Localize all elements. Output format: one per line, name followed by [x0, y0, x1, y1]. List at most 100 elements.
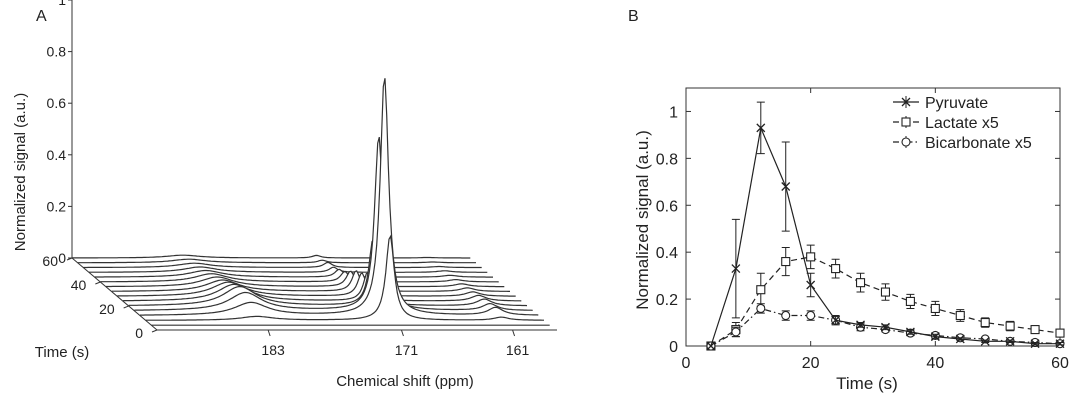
series-lactate-x5	[706, 244, 1065, 351]
error-bar	[931, 332, 940, 339]
panel-b-label: B	[628, 8, 639, 25]
data-point	[901, 137, 911, 147]
data-point	[731, 264, 741, 274]
data-point	[1055, 339, 1065, 349]
y-tick-label: 0.8	[47, 44, 67, 60]
error-bar	[956, 337, 965, 341]
error-bar	[1031, 325, 1040, 334]
error-bar	[906, 329, 915, 335]
data-point	[880, 287, 891, 297]
data-point	[980, 336, 990, 346]
data-point	[1005, 336, 1015, 346]
error-bar	[956, 335, 965, 341]
error-bar	[981, 337, 990, 341]
data-point	[930, 303, 940, 314]
data-point	[905, 296, 915, 306]
error-bar	[1056, 329, 1064, 338]
series-bicarbonate-x5	[706, 303, 1065, 351]
series-line	[710, 125, 1060, 347]
data-point	[980, 317, 990, 328]
y-axis-label: Normalized signal (a.u.)	[12, 93, 29, 251]
error-bar	[1056, 342, 1064, 345]
error-bar	[931, 333, 940, 340]
x-tick-label: 20	[802, 355, 820, 372]
z-tick-label: 40	[71, 277, 87, 293]
z-tick	[151, 329, 158, 333]
error-bar	[1056, 341, 1064, 346]
data-point	[706, 341, 716, 351]
x-tick-label: 183	[261, 342, 285, 358]
data-point	[781, 310, 791, 321]
error-bar	[881, 324, 890, 331]
data-point	[706, 341, 716, 351]
spectrum-fill	[111, 270, 512, 292]
spectrum-line	[111, 270, 510, 292]
data-point	[731, 325, 741, 335]
spectrum-line	[106, 270, 505, 288]
data-point	[930, 332, 940, 342]
y-tick-label: 0.4	[47, 147, 67, 163]
spectrum-line	[140, 78, 539, 316]
data-point	[930, 330, 940, 340]
spectrum-fill	[94, 269, 495, 278]
data-point	[756, 303, 766, 314]
series-line	[710, 256, 1061, 347]
error-bar	[1006, 320, 1015, 332]
legend-label: Pyruvate	[925, 95, 988, 112]
error-bar	[806, 244, 815, 270]
data-point	[905, 328, 915, 338]
x-axis-label: Chemical shift (ppm)	[336, 373, 474, 390]
panel-a-label: A	[36, 8, 47, 25]
x-tick-label: 40	[926, 355, 944, 372]
z-tick-label: 20	[99, 301, 115, 317]
error-bar	[781, 310, 790, 321]
data-point	[856, 320, 865, 330]
error-bar	[881, 326, 890, 333]
spectrum-line	[89, 266, 488, 273]
data-point	[756, 123, 766, 133]
z-tick	[66, 257, 73, 261]
z-tick	[95, 281, 101, 285]
error-bar	[856, 323, 865, 332]
data-point	[1030, 337, 1040, 348]
data-point	[881, 322, 890, 332]
error-bar	[1031, 341, 1040, 346]
y-tick-label: 0.4	[656, 245, 678, 262]
spectrum-line	[134, 136, 533, 311]
spectrum-line	[83, 261, 482, 269]
x-tick-label: 0	[682, 355, 691, 372]
data-point	[901, 97, 911, 107]
data-point	[806, 252, 816, 262]
error-bar	[856, 322, 865, 328]
spectrum-fill	[100, 271, 501, 282]
series-pyruvate	[706, 101, 1065, 351]
error-bar	[781, 141, 790, 232]
error-bar	[1031, 341, 1040, 344]
error-bar	[1006, 339, 1015, 343]
spectrum-line	[94, 268, 493, 278]
data-point	[781, 257, 791, 267]
data-point	[806, 280, 816, 290]
data-point	[756, 285, 766, 295]
y-tick-label: 0.6	[656, 198, 678, 215]
x-axis-label: Time (s)	[836, 374, 898, 393]
legend-label: Lactate x5	[925, 115, 999, 132]
waterfall-chart: 0 0.2 0.4 0.6 0.8 1 0 20 40 60 183 171 161 Normalize…	[12, 0, 557, 390]
error-bar	[806, 310, 815, 321]
error-bar	[756, 101, 765, 155]
y-tick-label: 0	[58, 250, 66, 266]
data-point	[806, 310, 816, 321]
data-point	[905, 327, 915, 337]
data-point	[1005, 321, 1015, 331]
error-bar	[931, 300, 940, 317]
legend: Pyruvate Lactate x5 Bicarbonate x5	[893, 95, 1032, 152]
data-point	[781, 182, 791, 191]
axes-group: 0 20 40 60 0 0.2 0.4 0.6 0.8 1	[656, 87, 1069, 372]
spectrum-line	[128, 237, 528, 307]
error-bar	[906, 293, 915, 309]
y-tick-label: 0.2	[47, 198, 67, 214]
spectrum-line	[77, 258, 476, 264]
data-point	[831, 315, 841, 325]
data-point	[1055, 328, 1065, 338]
error-bar	[856, 272, 865, 293]
